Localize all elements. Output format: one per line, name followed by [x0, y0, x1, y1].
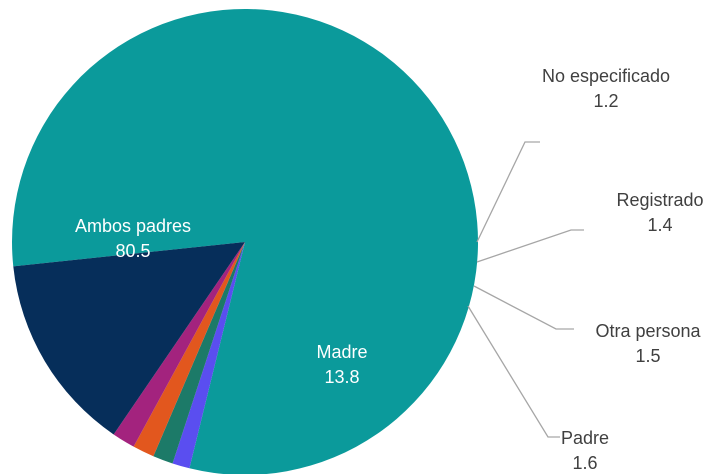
leader-line-registrado — [476, 229, 584, 263]
slice-name-registrado: Registrado — [616, 190, 703, 210]
slice-name-otra-persona: Otra persona — [595, 321, 701, 341]
leader-lines — [467, 141, 584, 438]
pie-slices — [12, 9, 478, 474]
slice-labels: Ambos padres 80.5 No especificado 1.2 Regist… — [75, 66, 704, 473]
slice-value-madre: 13.8 — [324, 367, 359, 387]
slice-value-registrado: 1.4 — [647, 215, 672, 235]
slice-label-madre: Madre 13.8 — [316, 342, 367, 387]
pie-slice-ambos-padres — [12, 9, 478, 474]
slice-name-padre: Padre — [561, 428, 609, 448]
slice-label-no-especificado: No especificado 1.2 — [542, 66, 670, 111]
pie-slice-registrado — [153, 242, 245, 464]
leader-line-otra-persona — [473, 285, 574, 330]
slice-value-ambos-padres: 80.5 — [115, 241, 150, 261]
slice-label-otra-persona: Otra persona 1.5 — [595, 321, 701, 366]
slice-value-no-especificado: 1.2 — [593, 91, 618, 111]
slice-label-registrado: Registrado 1.4 — [616, 190, 703, 235]
pie-slice-padre — [113, 242, 245, 447]
slice-name-no-especificado: No especificado — [542, 66, 670, 86]
pie-slice-otra-persona — [133, 242, 245, 457]
slice-value-padre: 1.6 — [572, 453, 597, 473]
pie-slice-no-especificado — [172, 242, 245, 469]
slice-name-madre: Madre — [316, 342, 367, 362]
pie-slice-madre — [13, 242, 246, 435]
slice-name-ambos-padres: Ambos padres — [75, 216, 191, 236]
leader-line-no-especificado — [476, 141, 540, 243]
leader-line-padre — [467, 305, 560, 438]
slice-value-otra-persona: 1.5 — [635, 346, 660, 366]
slice-label-padre: Padre 1.6 — [561, 428, 609, 473]
slice-label-ambos-padres: Ambos padres 80.5 — [75, 216, 191, 261]
